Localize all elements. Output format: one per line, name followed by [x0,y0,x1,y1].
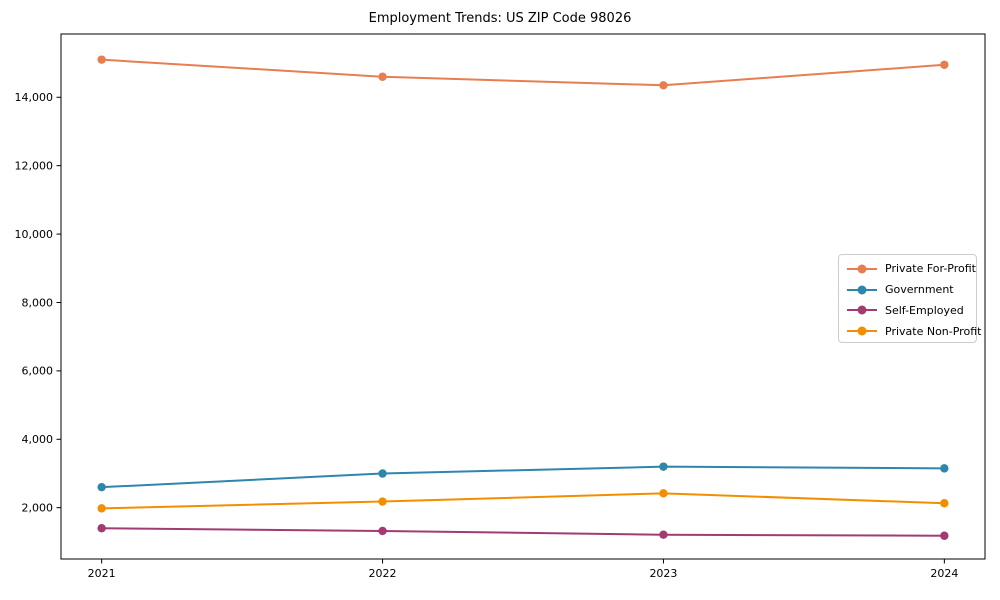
legend-dot-icon [857,285,867,295]
chart-title: Employment Trends: US ZIP Code 98026 [368,11,632,26]
legend: Private For-Profit Government Self-Emplo… [838,254,981,343]
legend-label: Private Non-Profit [885,324,982,338]
legend-label: Government [885,283,954,297]
plot-frame [60,33,986,560]
x-tick-label: 2022 [369,567,397,580]
data-point-marker [940,499,949,508]
legend-line-marker-icon [847,264,877,274]
legend-dot-icon [857,264,867,274]
data-point-marker [940,60,949,69]
x-tick-label: 2024 [930,567,958,580]
x-tick-label: 2023 [649,567,677,580]
data-point-marker [659,489,668,498]
data-point-marker [97,504,106,513]
y-tick-label: 14,000 [15,91,54,104]
legend-entry-self-employed: Self-Employed [847,300,976,320]
legend-label: Private For-Profit [885,262,976,276]
x-tick-label: 2021 [88,567,116,580]
legend-dot-icon [857,305,867,315]
data-point-marker [659,462,668,471]
legend-entry-government: Government [847,280,976,300]
y-tick-label: 2,000 [22,501,54,514]
data-point-marker [97,482,106,492]
series-line-2 [100,527,946,537]
y-tick-label: 6,000 [22,365,54,378]
legend-line-marker-icon [847,285,877,295]
y-tick-label: 8,000 [22,296,54,309]
data-point-marker [378,72,387,81]
legend-line-marker-icon [847,326,877,336]
data-point-marker [97,524,106,533]
legend-line-marker-icon [847,305,877,315]
data-point-marker [378,497,387,506]
data-point-marker [659,530,668,539]
series-line-0 [100,58,946,87]
data-point-marker [378,526,387,536]
series-line-3 [100,492,946,510]
y-tick-label: 4,000 [22,433,54,446]
y-tick-label: 10,000 [15,228,54,241]
legend-dot-icon [857,326,867,336]
data-point-marker [940,464,949,473]
legend-label: Self-Employed [885,303,964,317]
data-point-marker [659,81,668,90]
data-point-marker [940,531,949,540]
data-point-marker [97,55,106,64]
data-point-marker [378,469,387,478]
series-line-1 [100,465,946,489]
y-tick-label: 12,000 [15,159,54,172]
legend-entry-private-non-profit: Private Non-Profit [847,321,981,341]
legend-entry-private-for-profit: Private For-Profit [847,259,976,279]
